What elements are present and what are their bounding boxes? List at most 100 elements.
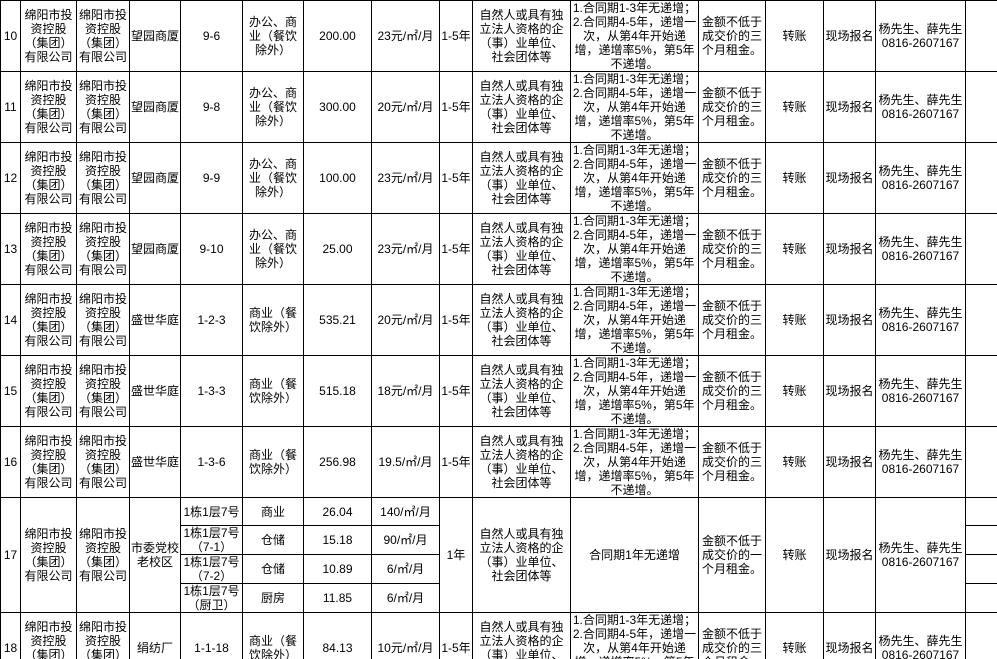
cell-deposit: 金额不低于成交价的三个月租金。 (698, 355, 766, 427)
cell-extra (965, 0, 997, 72)
cell-unit: 1-3-3 (180, 355, 243, 427)
cell-extra (965, 583, 997, 613)
cell-qualification: 自然人或具有独立法人资格的企（事）业单位、社会团体等 (472, 426, 571, 498)
cell-extra (965, 612, 997, 659)
cell-unit: 1栋1层7号 (180, 497, 243, 526)
cell-registration: 现场报名 (823, 426, 876, 498)
cell-term: 1-5年 (439, 355, 473, 427)
cell-qualification: 自然人或具有独立法人资格的企（事）业单位、社会团体等 (472, 612, 571, 659)
cell-qualification: 自然人或具有独立法人资格的企（事）业单位、社会团体等 (472, 284, 571, 356)
cell-lessor: 绵阳市投资控股（集团）有限公司 (20, 142, 77, 214)
table-row-13: 13 绵阳市投资控股（集团）有限公司 绵阳市投资控股（集团）有限公司 望园商厦 … (0, 213, 997, 285)
cell-escalation: 合同期1年无递增 (570, 497, 699, 613)
cell-unit: 1栋1层7号（厨卫） (180, 583, 243, 613)
cell-contact: 杨先生、薛先生 0816-2607167 (875, 284, 966, 356)
cell-area: 25.00 (303, 213, 372, 285)
contact-phone: 0816-2607167 (881, 107, 960, 121)
cell-price: 90/㎡/月 (371, 525, 440, 555)
cell-deposit: 金额不低于成交价的三个月租金。 (698, 213, 766, 285)
cell-row-number: 12 (0, 142, 21, 214)
cell-lessor: 绵阳市投资控股（集团）有限公司 (20, 612, 77, 659)
cell-unit: 1-3-6 (180, 426, 243, 498)
cell-extra (965, 71, 997, 143)
cell-escalation: 1.合同期1-3年无递增；2.合同期4-5年，递增一次，从第4年开始递增，递增率… (570, 284, 699, 356)
cell-agent: 绵阳市投资控股（集团）有限公司 (76, 284, 130, 356)
cell-deposit: 金额不低于成交价的三个月租金。 (698, 71, 766, 143)
cell-area: 300.00 (303, 71, 372, 143)
cell-row-number: 13 (0, 213, 21, 285)
cell-price: 23元/㎡/月 (371, 0, 440, 72)
cell-escalation: 1.合同期1-3年无递增；2.合同期4-5年，递增一次，从第4年开始递增，递增率… (570, 0, 699, 72)
contact-phone: 0816-2607167 (881, 178, 960, 192)
contact-names: 杨先生、薛先生 (878, 377, 963, 391)
cell-escalation: 1.合同期1-3年无递增；2.合同期4-5年，递增一次，从第4年开始递增，递增率… (570, 612, 699, 659)
cell-qualification: 自然人或具有独立法人资格的企（事）业单位、社会团体等 (472, 355, 571, 427)
cell-qualification: 自然人或具有独立法人资格的企（事）业单位、社会团体等 (472, 0, 571, 72)
cell-usage: 仓储 (242, 554, 304, 584)
cell-payment: 转账 (765, 284, 824, 356)
contact-names: 杨先生、薛先生 (878, 634, 963, 648)
cell-qualification: 自然人或具有独立法人资格的企（事）业单位、社会团体等 (472, 142, 571, 214)
cell-deposit: 金额不低于成交价的一个月租金。 (698, 497, 766, 613)
cell-registration: 现场报名 (823, 284, 876, 356)
cell-agent: 绵阳市投资控股（集团）有限公司 (76, 142, 130, 214)
cell-agent: 绵阳市投资控股（集团）有限公司 (76, 0, 130, 72)
cell-term: 1-5年 (439, 284, 473, 356)
cell-usage: 办公、商业（餐饮除外） (242, 0, 304, 72)
cell-property: 盛世华庭 (129, 426, 181, 498)
cell-agent: 绵阳市投资控股（集团）有限公司 (76, 213, 130, 285)
cell-usage: 办公、商业（餐饮除外） (242, 213, 304, 285)
cell-agent: 绵阳市投资控股（集团）有限公司 (76, 426, 130, 498)
cell-agent: 绵阳市投资控股（集团）有限公司 (76, 355, 130, 427)
contact-phone: 0816-2607167 (881, 391, 960, 405)
cell-registration: 现场报名 (823, 0, 876, 72)
cell-price: 20元/㎡/月 (371, 71, 440, 143)
cell-price: 19.5/㎡/月 (371, 426, 440, 498)
cell-property: 绢纺厂 (129, 612, 181, 659)
contact-phone: 0816-2607167 (881, 648, 960, 659)
cell-property: 望园商厦 (129, 0, 181, 72)
cell-contact: 杨先生、薛先生 0816-2607167 (875, 142, 966, 214)
cell-lessor: 绵阳市投资控股（集团）有限公司 (20, 426, 77, 498)
cell-unit: 1-1-18 (180, 612, 243, 659)
cell-contact: 杨先生、薛先生 0816-2607167 (875, 0, 966, 72)
cell-escalation: 1.合同期1-3年无递增；2.合同期4-5年，递增一次，从第4年开始递增，递增率… (570, 355, 699, 427)
cell-lessor: 绵阳市投资控股（集团）有限公司 (20, 71, 77, 143)
cell-area: 10.89 (303, 554, 372, 584)
cell-contact: 杨先生、薛先生 0816-2607167 (875, 612, 966, 659)
cell-area: 100.00 (303, 142, 372, 214)
cell-extra (965, 213, 997, 285)
cell-lessor: 绵阳市投资控股（集团）有限公司 (20, 0, 77, 72)
cell-lessor: 绵阳市投资控股（集团）有限公司 (20, 497, 77, 613)
cell-term: 1年 (439, 497, 473, 613)
cell-deposit: 金额不低于成交价的三个月租金。 (698, 612, 766, 659)
cell-usage: 商业 (242, 497, 304, 526)
cell-unit: 1-2-3 (180, 284, 243, 356)
cell-deposit: 金额不低于成交价的三个月租金。 (698, 142, 766, 214)
table-row-16: 16 绵阳市投资控股（集团）有限公司 绵阳市投资控股（集团）有限公司 盛世华庭 … (0, 426, 997, 498)
cell-property: 望园商厦 (129, 213, 181, 285)
cell-contact: 杨先生、薛先生 0816-2607167 (875, 213, 966, 285)
cell-registration: 现场报名 (823, 213, 876, 285)
cell-registration: 现场报名 (823, 612, 876, 659)
cell-unit: 1栋1层7号（7-1） (180, 525, 243, 555)
cell-area: 200.00 (303, 0, 372, 72)
cell-property: 盛世华庭 (129, 284, 181, 356)
contact-names: 杨先生、薛先生 (878, 235, 963, 249)
cell-deposit: 金额不低于成交价的三个月租金。 (698, 426, 766, 498)
cell-payment: 转账 (765, 426, 824, 498)
cell-term: 1-5年 (439, 142, 473, 214)
cell-term: 1-5年 (439, 426, 473, 498)
contact-names: 杨先生、薛先生 (878, 164, 963, 178)
cell-escalation: 1.合同期1-3年无递增；2.合同期4-5年，递增一次，从第4年开始递增，递增率… (570, 142, 699, 214)
cell-lessor: 绵阳市投资控股（集团）有限公司 (20, 284, 77, 356)
table-row-12: 12 绵阳市投资控股（集团）有限公司 绵阳市投资控股（集团）有限公司 望园商厦 … (0, 142, 997, 214)
cell-payment: 转账 (765, 355, 824, 427)
table-row-11: 11 绵阳市投资控股（集团）有限公司 绵阳市投资控股（集团）有限公司 望园商厦 … (0, 71, 997, 143)
cell-price: 140/㎡/月 (371, 497, 440, 526)
cell-price: 23元/㎡/月 (371, 142, 440, 214)
contact-names: 杨先生、薛先生 (878, 93, 963, 107)
table-row-18: 18 绵阳市投资控股（集团）有限公司 绵阳市投资控股（集团）有限公司 绢纺厂 1… (0, 612, 997, 659)
cell-price: 20元/㎡/月 (371, 284, 440, 356)
